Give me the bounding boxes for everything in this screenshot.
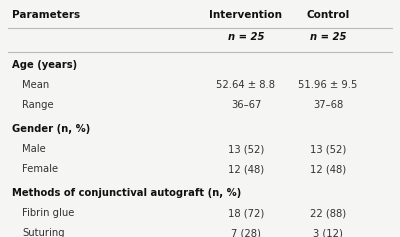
Text: Control: Control — [306, 10, 350, 20]
Text: 7 (28): 7 (28) — [231, 228, 261, 237]
Text: 3 (12): 3 (12) — [313, 228, 343, 237]
Text: Gender (n, %): Gender (n, %) — [12, 124, 90, 134]
Text: 13 (52): 13 (52) — [228, 144, 264, 154]
Text: Intervention: Intervention — [210, 10, 282, 20]
Text: Suturing: Suturing — [22, 228, 65, 237]
Text: 22 (88): 22 (88) — [310, 208, 346, 218]
Text: Age (years): Age (years) — [12, 60, 77, 70]
Text: Parameters: Parameters — [12, 10, 80, 20]
Text: Range: Range — [22, 100, 54, 110]
Text: Methods of conjunctival autograft (n, %): Methods of conjunctival autograft (n, %) — [12, 188, 241, 198]
Text: n = 25: n = 25 — [310, 32, 346, 42]
Text: Fibrin glue: Fibrin glue — [22, 208, 74, 218]
Text: 51.96 ± 9.5: 51.96 ± 9.5 — [298, 80, 358, 90]
Text: 12 (48): 12 (48) — [228, 164, 264, 174]
Text: 52.64 ± 8.8: 52.64 ± 8.8 — [216, 80, 276, 90]
Text: 18 (72): 18 (72) — [228, 208, 264, 218]
Text: Male: Male — [22, 144, 46, 154]
Text: 37–68: 37–68 — [313, 100, 343, 110]
Text: 12 (48): 12 (48) — [310, 164, 346, 174]
Text: n = 25: n = 25 — [228, 32, 264, 42]
Text: Mean: Mean — [22, 80, 49, 90]
Text: 36–67: 36–67 — [231, 100, 261, 110]
Text: Female: Female — [22, 164, 58, 174]
Text: 13 (52): 13 (52) — [310, 144, 346, 154]
